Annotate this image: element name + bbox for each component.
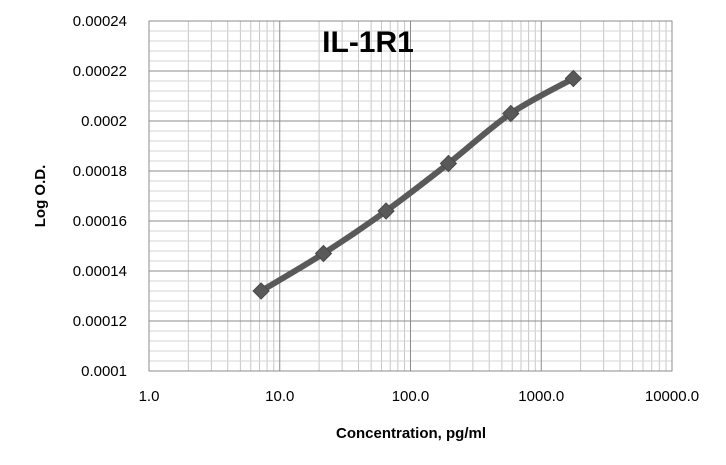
y-tick-label: 0.00016 xyxy=(73,213,127,230)
data-point-marker xyxy=(564,69,583,88)
x-tick-label: 10000.0 xyxy=(645,388,699,405)
y-tick-label: 0.00012 xyxy=(73,313,127,330)
x-tick-label: 1.0 xyxy=(139,388,160,405)
data-point-marker xyxy=(439,154,458,173)
y-tick-label: 0.0002 xyxy=(81,113,127,130)
y-axis-title: Log O.D. xyxy=(32,165,49,228)
series-layer xyxy=(252,69,583,300)
data-point-marker xyxy=(377,202,395,220)
plot-area-frame xyxy=(148,20,673,372)
y-tick-label: 0.00024 xyxy=(73,13,127,30)
chart-title: IL-1R1 xyxy=(322,26,414,59)
data-point-marker xyxy=(252,282,270,300)
x-tick-label: 1000.0 xyxy=(518,388,564,405)
y-tick-label: 0.00022 xyxy=(73,63,127,80)
y-tick-label: 0.00014 xyxy=(73,263,127,280)
series-line xyxy=(258,75,577,294)
y-tick-label: 0.00018 xyxy=(73,163,127,180)
x-tick-label: 100.0 xyxy=(392,388,430,405)
y-axis-tick-labels: 0.0001 0.00012 0.00014 0.00016 0.00018 0.0002… xyxy=(73,13,127,380)
data-point-marker xyxy=(314,244,333,263)
data-point-marker xyxy=(502,104,520,123)
x-axis-tick-labels: 1.0 10.0 100.0 1000.0 10000.0 xyxy=(139,388,700,405)
x-tick-label: 10.0 xyxy=(265,388,294,405)
y-tick-label: 0.0001 xyxy=(81,363,127,380)
x-axis-title: Concentration, pg/ml xyxy=(336,425,486,442)
